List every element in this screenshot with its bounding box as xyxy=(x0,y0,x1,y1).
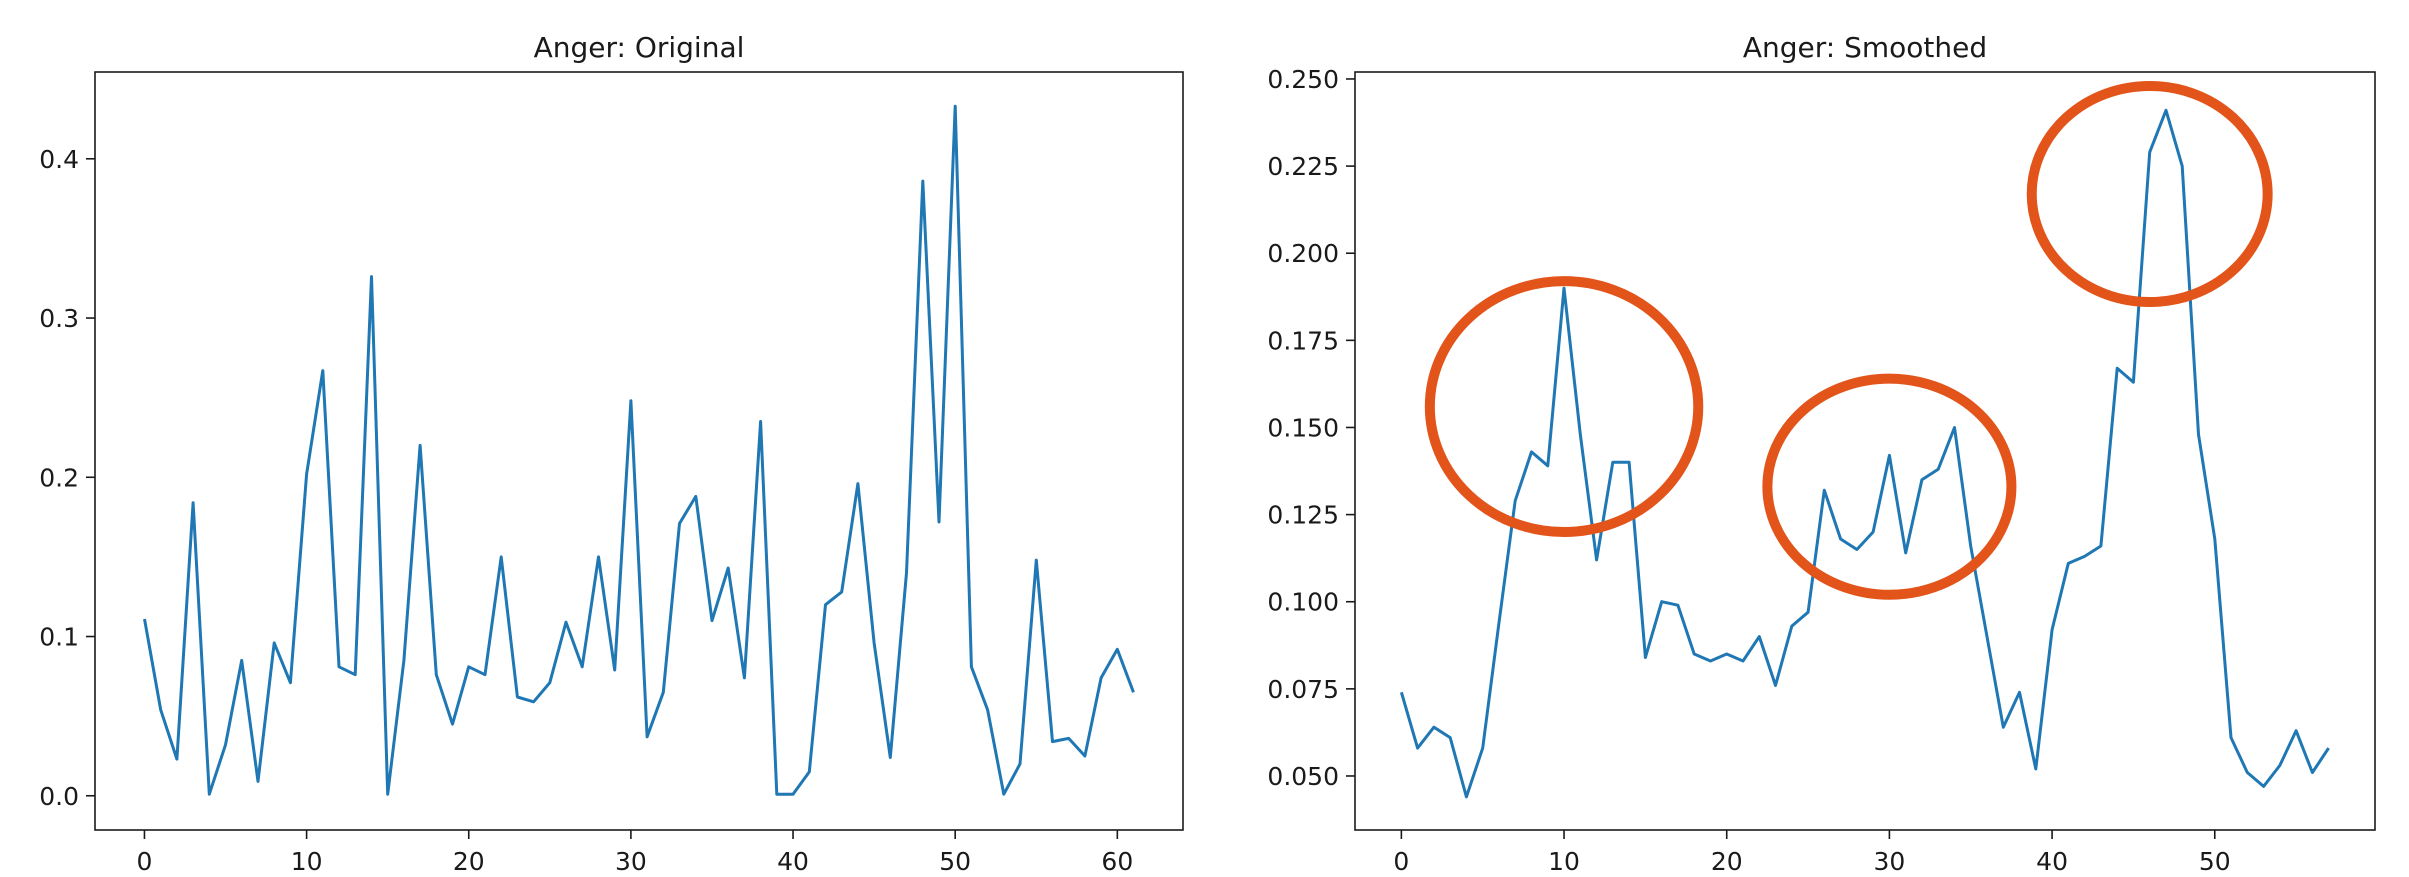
y-tick-label: 0.100 xyxy=(1267,588,1339,617)
plot-frame xyxy=(94,71,1184,831)
x-tick-label: 60 xyxy=(1101,847,1133,876)
x-tick-label: 30 xyxy=(615,847,647,876)
y-tick-label: 0.075 xyxy=(1267,675,1339,704)
highlight-ellipse xyxy=(1424,276,1704,538)
y-tick-label: 0.3 xyxy=(39,304,79,333)
y-tick-label: 0.4 xyxy=(39,145,79,174)
x-tick-label: 30 xyxy=(1873,847,1905,876)
x-tick-label: 40 xyxy=(777,847,809,876)
x-tick-label: 20 xyxy=(1711,847,1743,876)
y-tick-label: 0.250 xyxy=(1267,65,1339,94)
plot-frame xyxy=(1354,71,2376,831)
y-tick-label: 0.225 xyxy=(1267,152,1339,181)
x-tick-label: 0 xyxy=(1393,847,1409,876)
y-tick-label: 0.125 xyxy=(1267,501,1339,530)
x-tick-label: 20 xyxy=(453,847,485,876)
y-tick-label: 0.050 xyxy=(1267,762,1339,791)
anger-smoothed-chart: Anger: Smoothed 0 10 20 30 40 50 0.050 0.075 0.10… xyxy=(1267,31,2376,876)
y-tick-label: 0.0 xyxy=(39,782,79,811)
highlight-ellipse xyxy=(1762,373,2017,600)
highlight-ellipse xyxy=(2026,80,2273,308)
anger-original-chart: Anger: Original 0 10 20 30 40 50 60 0.0 0.1 0.2 0.3… xyxy=(39,31,1184,876)
chart-title: Anger: Original xyxy=(534,31,745,64)
y-tick-label: 0.175 xyxy=(1267,326,1339,355)
series-line xyxy=(143,104,1135,796)
y-tick-label: 0.2 xyxy=(39,463,79,492)
series-line xyxy=(1399,108,2330,799)
x-tick-label: 50 xyxy=(939,847,971,876)
y-tick-label: 0.1 xyxy=(39,623,79,652)
x-tick-label: 0 xyxy=(137,847,153,876)
x-tick-label: 40 xyxy=(2036,847,2068,876)
chart-title: Anger: Smoothed xyxy=(1743,31,1987,64)
x-tick-label: 10 xyxy=(291,847,323,876)
x-tick-label: 10 xyxy=(1548,847,1580,876)
x-tick-label: 50 xyxy=(2199,847,2231,876)
y-tick-label: 0.150 xyxy=(1267,413,1339,442)
y-tick-label: 0.200 xyxy=(1267,239,1339,268)
